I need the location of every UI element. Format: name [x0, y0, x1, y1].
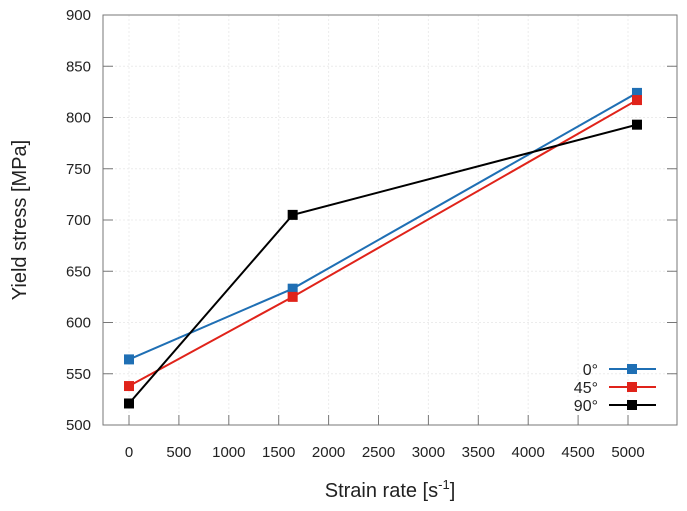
x-tick-label: 500: [166, 444, 191, 461]
legend-marker: [627, 400, 637, 410]
legend-label: 0°: [583, 362, 598, 379]
x-tick-label: 0: [125, 444, 133, 461]
series-line: [128, 99, 638, 387]
y-tick-label: 500: [66, 417, 91, 434]
data-point: [631, 95, 642, 106]
x-tick-label: 4000: [512, 444, 545, 461]
data-point: [124, 354, 134, 365]
y-tick-label: 550: [66, 366, 91, 383]
data-point: [631, 119, 642, 130]
y-tick-label: 600: [66, 315, 91, 332]
y-tick-label: 650: [66, 263, 91, 280]
x-tick-label: 3000: [412, 444, 445, 461]
x-tick-label: 1000: [212, 444, 245, 461]
legend-label: 90°: [574, 398, 598, 415]
x-tick-label: 5000: [611, 444, 644, 461]
data-point: [124, 398, 134, 409]
series-line: [128, 123, 638, 405]
legend-marker: [627, 364, 637, 374]
data-point: [287, 283, 298, 294]
y-tick-label: 750: [66, 161, 91, 178]
x-tick-label: 2000: [312, 444, 345, 461]
y-tick-label: 850: [66, 58, 91, 75]
y-tick-label: 900: [66, 7, 91, 24]
x-tick-label: 3500: [462, 444, 495, 461]
legend-marker: [627, 382, 637, 392]
x-tick-label: 2500: [362, 444, 395, 461]
y-axis-label: Yield stress [MPa]: [9, 140, 31, 300]
x-tick-label: 4500: [561, 444, 594, 461]
series-line: [128, 92, 638, 361]
y-tick-label: 800: [66, 110, 91, 127]
data-point: [631, 87, 642, 98]
x-tick-label: 1500: [262, 444, 295, 461]
y-tick-label: 700: [66, 212, 91, 229]
data-point: [287, 291, 298, 302]
data-point: [124, 381, 134, 392]
x-axis-label: Strain rate [s-1]: [325, 477, 456, 502]
data-point: [287, 209, 298, 220]
legend-label: 45°: [574, 380, 598, 397]
